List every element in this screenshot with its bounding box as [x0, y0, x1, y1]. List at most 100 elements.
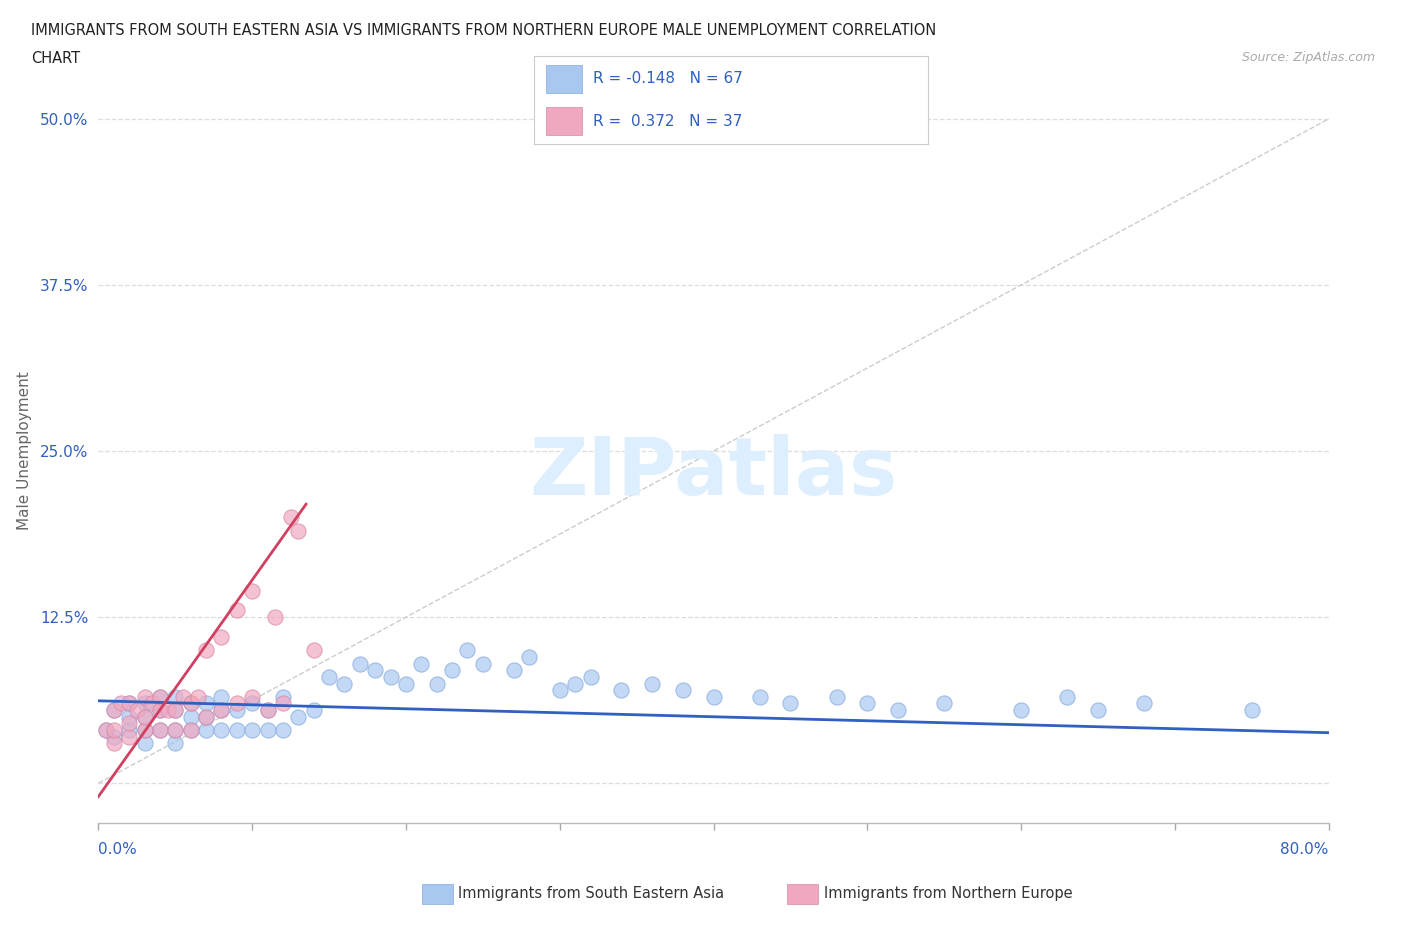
Point — [240, 723, 263, 737]
Point — [118, 696, 141, 711]
Point — [211, 703, 233, 718]
Point — [579, 670, 602, 684]
Point — [165, 703, 187, 718]
Point — [703, 689, 725, 704]
Point — [887, 703, 910, 718]
Text: R = -0.148   N = 67: R = -0.148 N = 67 — [593, 72, 744, 86]
Point — [441, 663, 464, 678]
Point — [271, 696, 294, 711]
Point — [118, 696, 141, 711]
Point — [134, 696, 156, 711]
Point — [172, 689, 194, 704]
Point — [103, 703, 125, 718]
Point — [211, 703, 233, 718]
Text: R =  0.372   N = 37: R = 0.372 N = 37 — [593, 113, 742, 128]
Point — [211, 723, 233, 737]
Point — [256, 703, 278, 718]
Point — [641, 676, 664, 691]
Point — [103, 703, 125, 718]
Point — [103, 736, 125, 751]
Point — [195, 710, 218, 724]
Text: Source: ZipAtlas.com: Source: ZipAtlas.com — [1241, 51, 1375, 64]
Point — [349, 657, 371, 671]
Point — [118, 729, 141, 744]
Point — [110, 696, 132, 711]
Point — [225, 703, 247, 718]
Point — [302, 703, 325, 718]
Point — [149, 703, 172, 718]
Point — [94, 723, 117, 737]
Point — [165, 703, 187, 718]
Point — [548, 683, 571, 698]
Point — [180, 723, 202, 737]
Point — [180, 723, 202, 737]
Point — [103, 723, 125, 737]
Text: 80.0%: 80.0% — [1281, 842, 1329, 857]
Point — [125, 703, 148, 718]
Point — [225, 696, 247, 711]
Point — [180, 710, 202, 724]
Text: 0.0%: 0.0% — [98, 842, 138, 857]
Point — [672, 683, 695, 698]
Point — [195, 643, 218, 658]
Point — [610, 683, 633, 698]
Point — [103, 729, 125, 744]
Point — [240, 689, 263, 704]
Point — [264, 610, 287, 625]
Y-axis label: Male Unemployment: Male Unemployment — [17, 372, 32, 530]
Point — [165, 689, 187, 704]
Point — [134, 710, 156, 724]
Point — [280, 510, 302, 525]
Point — [1010, 703, 1032, 718]
Point — [287, 524, 309, 538]
Point — [934, 696, 956, 711]
Point — [1133, 696, 1156, 711]
Point — [225, 603, 247, 618]
Point — [180, 696, 202, 711]
Text: ZIPatlas: ZIPatlas — [530, 434, 897, 512]
Point — [187, 689, 209, 704]
Point — [118, 723, 141, 737]
Point — [1056, 689, 1078, 704]
Point — [271, 689, 294, 704]
Text: Immigrants from Northern Europe: Immigrants from Northern Europe — [824, 886, 1073, 901]
Point — [1087, 703, 1109, 718]
Point — [118, 716, 141, 731]
Point — [165, 736, 187, 751]
Point — [256, 723, 278, 737]
Point — [141, 696, 163, 711]
Point — [149, 723, 172, 737]
Point — [149, 689, 172, 704]
Point — [211, 689, 233, 704]
Point — [149, 723, 172, 737]
Point — [211, 630, 233, 644]
Point — [165, 723, 187, 737]
Point — [411, 657, 433, 671]
Point — [118, 710, 141, 724]
Text: CHART: CHART — [31, 51, 80, 66]
Point — [287, 710, 309, 724]
Bar — [546, 107, 582, 136]
Point — [134, 736, 156, 751]
Point — [195, 696, 218, 711]
Point — [395, 676, 418, 691]
Point — [195, 710, 218, 724]
Point — [517, 649, 540, 664]
Point — [256, 703, 278, 718]
Point — [156, 703, 179, 718]
Point — [94, 723, 117, 737]
Text: Immigrants from South Eastern Asia: Immigrants from South Eastern Asia — [458, 886, 724, 901]
Point — [302, 643, 325, 658]
Point — [225, 723, 247, 737]
Point — [149, 703, 172, 718]
Point — [456, 643, 478, 658]
Point — [748, 689, 770, 704]
Point — [240, 583, 263, 598]
Point — [318, 670, 340, 684]
Point — [825, 689, 848, 704]
Bar — [546, 65, 582, 93]
Point — [134, 723, 156, 737]
Point — [426, 676, 449, 691]
Point — [364, 663, 387, 678]
Point — [564, 676, 586, 691]
